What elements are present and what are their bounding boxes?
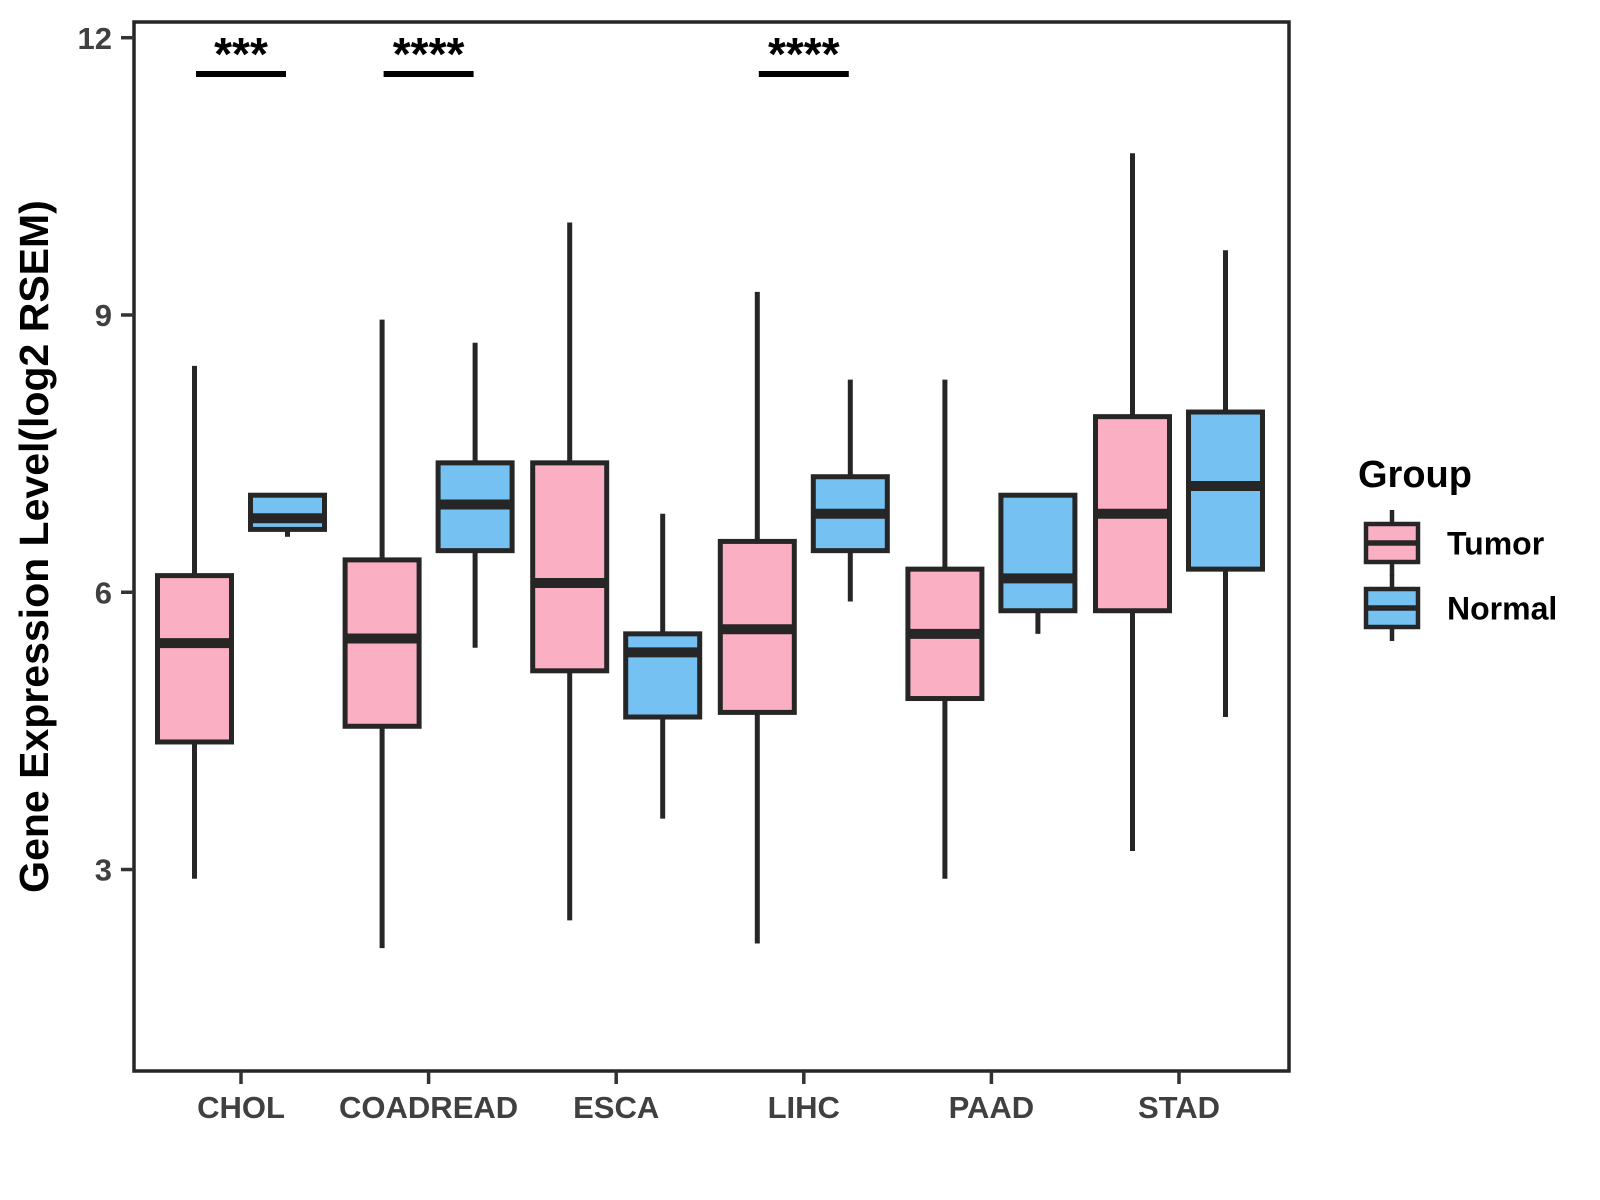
y-tick-label: 9 [95, 298, 112, 333]
legend-title: Group [1358, 454, 1472, 496]
boxplot-chol-normal [248, 492, 327, 537]
legend: Group Tumor Normal [1358, 454, 1557, 641]
significance-stars: *** [214, 28, 268, 80]
box-iqr [155, 573, 234, 745]
x-tick-label: PAAD [949, 1090, 1035, 1125]
y-tick-label: 12 [78, 21, 112, 56]
boxplot-lihc-tumor [717, 291, 797, 944]
y-tick-label: 6 [95, 575, 112, 610]
boxplot-paad-normal [998, 492, 1078, 634]
legend-entry-label: Tumor [1447, 526, 1544, 562]
box-iqr [998, 492, 1078, 614]
legend-entry-tumor: Tumor [1363, 510, 1544, 576]
y-axis-title: Gene Expression Level(log2 RSEM) [11, 200, 57, 893]
boxplot-stad-normal [1186, 250, 1265, 718]
boxplot-stad-tumor [1093, 153, 1172, 852]
significance-lihc: **** [758, 28, 849, 80]
significance-stars: **** [768, 28, 840, 80]
significance-stars: **** [393, 28, 465, 80]
legend-entry-normal: Normal [1363, 575, 1557, 641]
x-tick-label: STAD [1138, 1090, 1220, 1125]
boxplot-lihc-normal [810, 379, 890, 602]
x-tick-label: LIHC [768, 1090, 840, 1125]
legend-entry-label: Normal [1447, 591, 1557, 627]
boxplot-esca-tumor [530, 222, 610, 921]
boxplot-chol-tumor [155, 365, 234, 879]
significance-coadread: **** [383, 28, 474, 80]
x-tick-label: COADREAD [339, 1090, 518, 1125]
box-iqr [530, 460, 610, 674]
box-iqr [623, 631, 703, 720]
boxplot-esca-normal [623, 513, 703, 819]
x-tick-label: ESCA [573, 1090, 659, 1125]
boxplot-coadread-normal [435, 342, 515, 648]
y-tick-label: 3 [95, 853, 112, 888]
significance-chol: *** [196, 28, 286, 80]
x-tick-label: CHOL [197, 1090, 285, 1125]
boxplot-coadread-tumor [342, 319, 422, 949]
box-iqr [248, 492, 327, 532]
boxplot-paad-tumor [905, 379, 985, 879]
